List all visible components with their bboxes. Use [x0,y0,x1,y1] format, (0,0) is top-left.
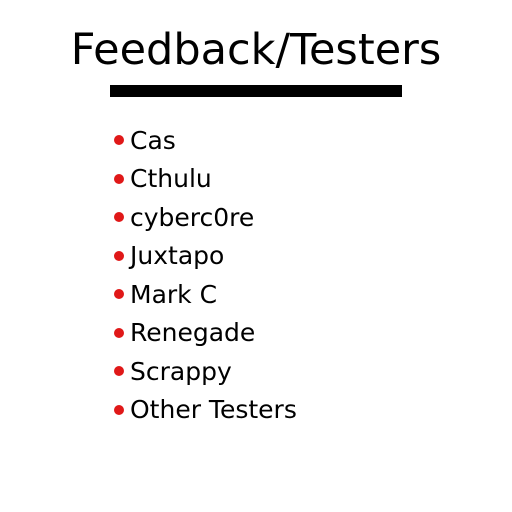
title-underline [110,85,402,97]
tester-name: Mark C [130,279,218,309]
tester-name: Other Testers [130,395,297,425]
bullet-icon [114,366,124,377]
bullet-icon [114,250,124,261]
list-item: Cthulu [114,160,297,199]
bullet-icon [114,404,124,415]
tester-name: Juxtapo [130,241,225,271]
bullet-icon [114,327,124,338]
list-item: Cas [114,121,297,160]
tester-name: Cas [130,125,176,155]
list-item: cyberc0re [114,198,297,237]
list-item: Scrappy [114,352,297,391]
bullet-icon [114,135,124,146]
tester-name: cyberc0re [130,202,255,232]
bullet-icon [114,173,124,184]
list-item: Renegade [114,314,297,353]
list-item: Mark C [114,275,297,314]
bullet-icon [114,289,124,300]
tester-name: Renegade [130,318,256,348]
list-item: Juxtapo [114,237,297,276]
testers-list: Cas Cthulu cyberc0re Juxtapo Mark C Rene… [114,121,297,429]
tester-name: Scrappy [130,356,232,386]
bullet-icon [114,212,124,223]
tester-name: Cthulu [130,164,212,194]
page-title: Feedback/Testers [70,25,442,75]
list-item: Other Testers [114,391,297,430]
